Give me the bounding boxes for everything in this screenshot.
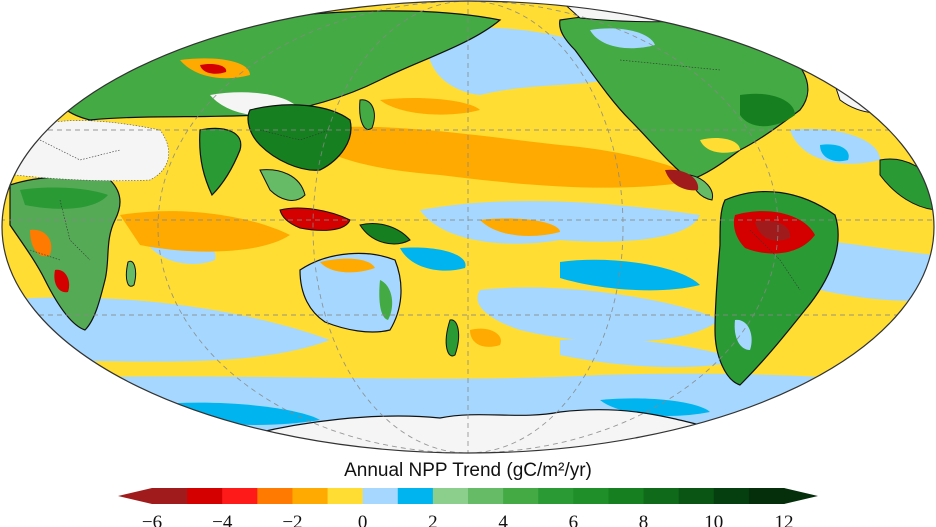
colorbar-tick-label: 4 (498, 512, 508, 527)
australia-north-patch (320, 258, 375, 273)
colorbar-bin (432, 488, 469, 504)
colorbar-bin (573, 488, 609, 504)
colorbar-tick-label: −6 (142, 512, 162, 527)
central-asia-patch (200, 63, 227, 74)
colorbar-bin (468, 488, 504, 504)
north-america-south-patch (700, 138, 740, 153)
india (199, 127, 242, 197)
colorbar-bin (713, 488, 750, 504)
colorbar-tick-label: 8 (639, 512, 649, 527)
colorbar-bin (608, 488, 645, 504)
country-borders (29, 59, 801, 291)
colorbar-bins (152, 488, 785, 504)
map-content (2, 1, 934, 453)
madagascar (125, 260, 137, 287)
colorbar-tick-label: 10 (704, 512, 723, 527)
ocean-patch-cyan (820, 144, 849, 162)
new-guinea (359, 223, 411, 245)
colorbar-bin (292, 488, 329, 504)
colorbar-tick-label: 12 (775, 512, 794, 527)
ocean-patch-orange (120, 211, 290, 252)
desert-no-data (14, 120, 169, 182)
colorbar-bin (152, 488, 188, 504)
graticule (2, 1, 934, 453)
colorbar-bin (257, 488, 293, 504)
ocean-patch-orange (380, 98, 480, 115)
colorbar-title: Annual NPP Trend (gC/m²/yr) (344, 460, 592, 481)
colorbar-bin (643, 488, 680, 504)
australia (299, 252, 402, 333)
africa-negative-patch (54, 269, 70, 293)
colorbar-tick-label: −4 (212, 512, 233, 527)
colorbar-bin (397, 488, 434, 504)
colorbar-bin (748, 488, 785, 504)
arctic-no-data (558, 1, 761, 23)
colorbar-extend-right (784, 488, 818, 504)
new-zealand (445, 319, 460, 357)
japan (359, 99, 375, 130)
ocean-patch-orange (470, 328, 501, 347)
colorbar-bin (362, 488, 399, 504)
ocean-patch-cyan (560, 259, 700, 291)
australia-east-patch (379, 280, 393, 320)
colorbar-tick-label: 0 (358, 512, 368, 527)
south-america-south-patch (734, 319, 752, 350)
ocean-patch-orange (300, 126, 700, 188)
colorbar-tick-label: 6 (569, 512, 579, 527)
colorbar-bin (538, 488, 574, 504)
colorbar-extend-left (118, 488, 152, 504)
antarctica (218, 409, 722, 453)
amazon-negative-core (755, 220, 791, 241)
colorbar-bin (327, 488, 364, 504)
east-asia (247, 104, 352, 171)
colorbar-bin (187, 488, 223, 504)
colorbar-tick-label: −2 (282, 512, 302, 527)
ocean-patch-orange (480, 218, 560, 236)
north-america-east-green (740, 93, 795, 127)
ocean-patch-light-blue (420, 200, 700, 244)
colorbar-ticks: −6 −4 −2 0 2 4 6 8 10 12 (142, 512, 794, 527)
globe-outline (1, 0, 935, 454)
southeast-asia (259, 169, 306, 201)
africa-sahel-patch (20, 187, 108, 209)
indonesia (279, 207, 351, 231)
ocean-patch-light-blue (560, 338, 740, 368)
global-npp-trend-map (1, 0, 935, 454)
africa-negative-patch (30, 229, 52, 257)
colorbar-bin (222, 488, 258, 504)
colorbar-bin (678, 488, 715, 504)
alaska-canada-patch (590, 28, 655, 49)
colorbar: −6 −4 −2 0 2 4 6 8 10 12 (118, 488, 818, 527)
central-america-negative (665, 169, 699, 191)
colorbar-tick-label: 2 (428, 512, 438, 527)
ocean-patch-cyan (400, 247, 466, 271)
colorbar-bin (503, 488, 539, 504)
